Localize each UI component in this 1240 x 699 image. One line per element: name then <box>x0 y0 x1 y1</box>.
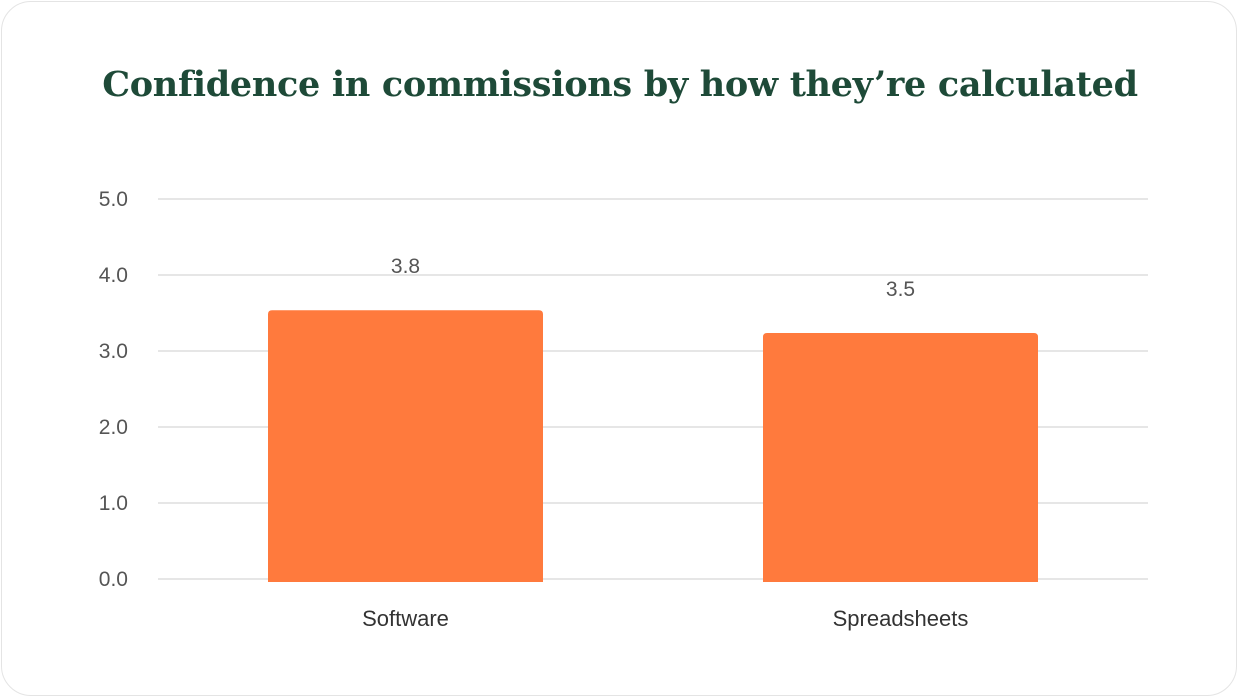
data-labels: 3.8 3.5 <box>391 255 915 301</box>
bar-software <box>268 310 543 582</box>
bars <box>268 310 1038 582</box>
y-tick-label: 4.0 <box>99 264 128 287</box>
y-tick-label: 0.0 <box>99 568 128 591</box>
x-axis-categories: Software Spreadsheets <box>362 606 968 631</box>
y-tick-label: 3.0 <box>99 340 128 363</box>
data-label-spreadsheets: 3.5 <box>886 278 915 301</box>
y-tick-label: 1.0 <box>99 492 128 515</box>
category-label-software: Software <box>362 606 449 631</box>
y-tick-label: 2.0 <box>99 416 128 439</box>
chart-title: Confidence in commissions by how they’re… <box>102 64 1138 105</box>
y-tick-label: 5.0 <box>99 188 128 211</box>
data-label-software: 3.8 <box>391 255 420 278</box>
category-label-spreadsheets: Spreadsheets <box>833 606 969 631</box>
bar-spreadsheets <box>763 333 1038 582</box>
y-axis-ticks: 0.0 1.0 2.0 3.0 4.0 5.0 <box>99 188 128 591</box>
